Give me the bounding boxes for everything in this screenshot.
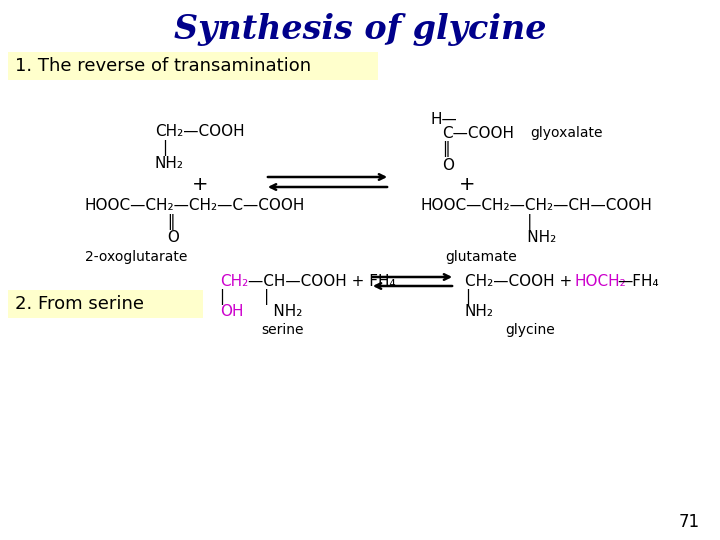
Text: OH: OH	[220, 305, 243, 320]
Text: 71: 71	[679, 513, 700, 531]
Text: HOOC—CH₂—CH₂—C—COOH: HOOC—CH₂—CH₂—C—COOH	[85, 198, 305, 213]
Text: 1. The reverse of transamination: 1. The reverse of transamination	[15, 57, 311, 75]
Text: glycine: glycine	[505, 323, 555, 337]
Text: CH₂—COOH +: CH₂—COOH +	[465, 274, 577, 289]
Text: +: +	[192, 176, 208, 194]
Text: |: |	[465, 289, 470, 305]
Text: CH₂: CH₂	[220, 274, 248, 289]
Text: —FH₄: —FH₄	[617, 274, 659, 289]
Text: ‖: ‖	[442, 141, 449, 157]
Text: NH₂: NH₂	[249, 305, 302, 320]
Text: 2-oxoglutarate: 2-oxoglutarate	[85, 250, 187, 264]
Text: O: O	[85, 231, 180, 246]
Text: glutamate: glutamate	[445, 250, 517, 264]
Text: |: |	[162, 140, 167, 156]
Text: ‖: ‖	[85, 214, 176, 230]
Text: H—: H—	[430, 112, 456, 127]
Text: HOCH₂: HOCH₂	[575, 274, 626, 289]
Text: NH₂: NH₂	[465, 305, 494, 320]
Text: —CH—COOH + FH₄: —CH—COOH + FH₄	[248, 274, 395, 289]
Text: NH₂: NH₂	[420, 231, 557, 246]
Text: glyoxalate: glyoxalate	[530, 126, 603, 140]
Text: serine: serine	[262, 323, 305, 337]
Text: HOOC—CH₂—CH₂—CH—COOH: HOOC—CH₂—CH₂—CH—COOH	[420, 198, 652, 213]
Text: C—COOH: C—COOH	[442, 125, 514, 140]
Text: NH₂: NH₂	[155, 157, 184, 172]
Bar	[8, 290, 203, 318]
Text: CH₂—COOH: CH₂—COOH	[155, 125, 245, 139]
Text: Synthesis of glycine: Synthesis of glycine	[174, 14, 546, 46]
Text: 2. From serine: 2. From serine	[15, 295, 144, 313]
Text: |: |	[420, 214, 532, 230]
Bar	[8, 52, 378, 80]
Text: |        |: | |	[220, 289, 269, 305]
Text: O: O	[442, 158, 454, 172]
Text: +: +	[459, 174, 475, 193]
